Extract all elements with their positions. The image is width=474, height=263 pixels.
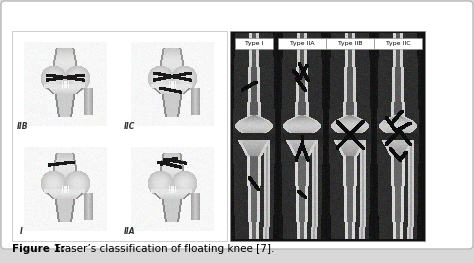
Text: IIA: IIA <box>124 227 136 236</box>
Text: Figure 1:: Figure 1: <box>12 244 65 254</box>
Bar <box>230 31 425 241</box>
Text: IIB: IIB <box>17 122 28 131</box>
Bar <box>374 38 422 49</box>
FancyBboxPatch shape <box>1 1 473 249</box>
Text: IIC: IIC <box>124 122 136 131</box>
Bar <box>236 38 273 49</box>
Text: I: I <box>20 227 23 236</box>
Text: Type IIB: Type IIB <box>338 41 362 46</box>
Bar <box>278 38 326 49</box>
Text: Type IIC: Type IIC <box>386 41 410 46</box>
Bar <box>12 31 227 241</box>
Text: Fraser’s classification of floating knee [7].: Fraser’s classification of floating knee… <box>53 244 275 254</box>
Text: Type I: Type I <box>245 41 263 46</box>
Bar <box>326 38 374 49</box>
Text: Type IIA: Type IIA <box>290 41 314 46</box>
